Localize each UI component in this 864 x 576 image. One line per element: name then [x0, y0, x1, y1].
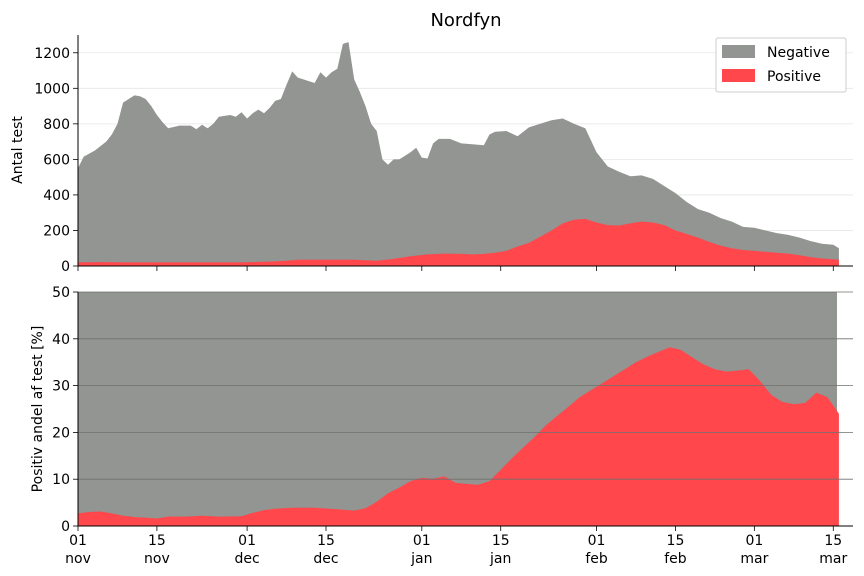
area-positive [78, 218, 839, 266]
legend-label-negative: Negative [767, 45, 830, 61]
x-tick-day-label: 01 [413, 533, 431, 549]
top-axes [77, 35, 853, 267]
x-tick-day-label: 01 [238, 533, 256, 549]
x-tick-day-label: 15 [317, 533, 335, 549]
x-tick-month-label: dec [234, 551, 259, 567]
bottom-y-tick-label: 0 [61, 519, 70, 535]
bottom-axes [77, 292, 853, 527]
bottom-y-axis-label: Positiv andel af test [%] [30, 326, 46, 493]
area-negative [78, 42, 839, 266]
top-y-ticks: 0 200 400 600 800 1000 1200 [34, 46, 78, 275]
chart-title: Nordfyn [430, 10, 501, 31]
x-tick-day-label: 15 [492, 533, 510, 549]
x-tick-month-label: jan [410, 551, 432, 567]
legend-label-positive: Positive [767, 69, 821, 85]
top-x-ticks [77, 266, 834, 271]
legend: Negative Positive [715, 37, 847, 93]
x-tick-month-label: dec [313, 551, 338, 567]
bottom-y-tick-label: 50 [52, 285, 70, 301]
top-y-axis-label: Antal test [10, 116, 26, 184]
top-panel: 0 200 400 600 800 1000 1200 Antal test Negativ… [10, 35, 853, 275]
bottom-series-area [78, 347, 839, 526]
x-tick-month-label: feb [664, 551, 687, 567]
x-tick-month-label: mar [819, 551, 847, 567]
x-tick-month-label: mar [740, 551, 768, 567]
top-y-tick-label: 600 [43, 152, 70, 168]
x-tick-day-label: 15 [148, 533, 166, 549]
top-y-tick-label: 400 [43, 188, 70, 204]
top-y-tick-label: 1000 [34, 81, 70, 97]
bottom-y-ticks: 0 10 20 30 40 50 [52, 285, 78, 535]
area-positiv-andel [78, 347, 839, 526]
x-tick-month-label: nov [144, 551, 170, 567]
top-y-tick-label: 0 [61, 259, 70, 275]
bottom-y-tick-label: 30 [52, 379, 70, 395]
x-tick-month-label: nov [65, 551, 91, 567]
x-tick-day-label: 01 [69, 533, 87, 549]
top-y-tick-label: 200 [43, 223, 70, 239]
bottom-y-tick-label: 10 [52, 472, 70, 488]
bottom-gridlines [78, 291, 853, 480]
legend-swatch-positive [722, 69, 755, 82]
x-tick-day-label: 15 [667, 533, 685, 549]
x-tick-day-label: 01 [588, 533, 606, 549]
top-y-tick-label: 1200 [34, 46, 70, 62]
x-tick-month-label: feb [585, 551, 608, 567]
top-series-areas [78, 42, 839, 266]
bottom-x-ticks: 01 nov 15 nov 01 dec 15 dec 01 jan 15 jan 01 feb 15 feb… [65, 526, 847, 567]
bottom-y-tick-label: 40 [52, 332, 70, 348]
x-tick-day-label: 15 [824, 533, 842, 549]
legend-swatch-negative [722, 45, 755, 58]
bottom-y-tick-label: 20 [52, 425, 70, 441]
top-y-tick-label: 800 [43, 117, 70, 133]
x-tick-day-label: 01 [745, 533, 763, 549]
x-tick-month-label: jan [489, 551, 511, 567]
